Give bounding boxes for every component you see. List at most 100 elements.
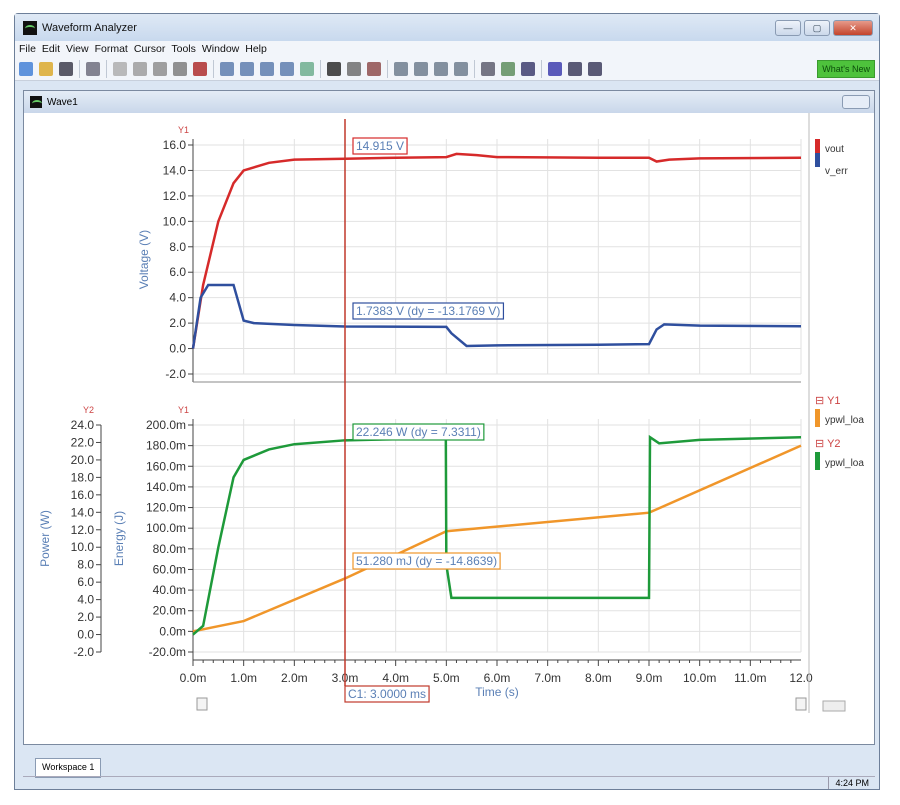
new-icon[interactable] [19,61,33,76]
cascade-icon[interactable] [548,61,562,76]
cursor-icon[interactable] [327,61,341,76]
app-icon [23,20,37,35]
chart-icon[interactable] [501,61,515,76]
menu-bar: File Edit View Format Cursor Tools Window Help [15,41,879,57]
grid-icon[interactable] [347,61,361,76]
x-tick-label: 2.0m [281,671,308,685]
fit-icon[interactable] [367,61,381,76]
zoom-in-icon[interactable] [394,61,408,76]
y-tick-label: 8.0 [169,240,186,254]
x-tick-label: 1.0m [230,671,257,685]
x-tick-label: 4.0m [382,671,409,685]
scroll-left-button[interactable] [196,697,208,711]
trace-up-icon[interactable] [260,61,274,76]
maximize-button[interactable]: ▢ [804,20,830,36]
v_err-readout: 1.7383 V (dy = -13.1769 V) [356,304,500,318]
energy-readout-box [352,552,501,570]
zoom-fit-icon[interactable] [454,61,468,76]
energy-tick-label: 160.0m [146,459,186,473]
y-tick-label: 14.0 [163,163,187,177]
energy-tick-label: 200.0m [146,418,186,432]
stop-icon[interactable] [193,61,207,76]
cursor-label: C1: 3.0000 ms [348,687,426,701]
x-tick-label: 6.0m [484,671,511,685]
measure-icon[interactable] [481,61,495,76]
power-tick-label: -2.0 [73,645,94,659]
x-tick-label: 8.0m [585,671,612,685]
marker-icon[interactable] [300,61,314,76]
paste-icon[interactable] [153,61,167,76]
toolbar-separator [79,59,80,78]
power-tick-label: 22.0 [71,435,95,449]
power-tick-label: 6.0 [77,575,94,589]
x-tick-label: 11.0m [734,671,766,685]
legend-group-y1: ⊟ Y1 [815,395,841,407]
x-tick-label: 10.0m [683,671,716,685]
y-tick-label: 6.0 [169,265,186,279]
x-tick-label: 12.0 [789,671,813,685]
remove-trace-icon[interactable] [240,61,254,76]
copy-icon[interactable] [133,61,147,76]
cut-icon[interactable] [113,61,127,76]
power-tick-label: 8.0 [77,558,94,572]
energy-tick-label: 0.0m [159,624,186,638]
save-icon[interactable] [59,61,73,76]
menu-help[interactable]: Help [245,43,267,55]
status-bar: 4:24 PM [23,776,875,790]
zoom-out-icon[interactable] [434,61,448,76]
v_err-legend-swatch [815,153,820,167]
energy-tick-label: 80.0m [153,542,186,556]
close-button[interactable]: ✕ [833,20,873,36]
energy-tick-label: 100.0m [146,521,186,535]
scroll-right-button[interactable] [795,697,807,711]
menu-edit[interactable]: Edit [41,43,61,55]
menu-view[interactable]: View [66,43,89,55]
vout-readout-box [352,137,408,155]
waveform-plot[interactable]: 16.0 14.0 12.0 10.0 8.0 6.0 4.0 2.0 0.0 -2.0 Y1 Vol… [24,113,874,744]
energy-tick-label: 120.0m [146,501,186,515]
legend-v_err: v_err [825,166,848,177]
vout-legend-swatch [815,139,820,153]
y-tick-label: 16.0 [163,138,187,152]
y-tick-label: 12.0 [163,189,187,203]
y-tick-label: 4.0 [169,291,186,305]
title-bar: Waveform Analyzer — ▢ ✕ [15,14,879,41]
legend-swatch [815,452,820,470]
vout-readout: 14.915 V [356,139,404,153]
toolbar-separator [387,59,388,78]
cursor-label-box [344,685,430,703]
bottom-plot-area [193,417,805,660]
menu-window[interactable]: Window [201,43,240,55]
v_err-trace [191,283,802,349]
tile-vertical-icon[interactable] [588,61,602,76]
trace-down-icon[interactable] [280,61,294,76]
power-tick-label: 0.0 [77,628,94,642]
menu-cursor[interactable]: Cursor [133,43,166,55]
tile-horizontal-icon[interactable] [568,61,582,76]
x-axis-label: Time (s) [475,685,519,699]
open-icon[interactable] [39,61,53,76]
wave-icon [30,96,42,108]
menu-file[interactable]: File [19,43,36,55]
power-tick-label: 12.0 [71,523,95,537]
y-tick-label: 10.0 [163,214,187,228]
add-trace-icon[interactable] [220,61,234,76]
menu-tools[interactable]: Tools [171,43,196,55]
zoom-area-icon[interactable] [414,61,428,76]
delete-icon[interactable] [173,61,187,76]
print-icon[interactable] [86,61,100,76]
y-tick-label: -2.0 [165,367,186,381]
horizontal-scrollbar[interactable] [822,700,846,712]
y-tick-label: 2.0 [169,316,186,330]
power-tick-label: 2.0 [77,610,94,624]
tab-workspace-1[interactable]: Workspace 1 [35,758,102,778]
menu-format[interactable]: Format [94,43,128,55]
layout-icon[interactable] [521,61,535,76]
status-time: 4:24 PM [828,777,875,789]
minimize-button[interactable]: — [775,20,801,36]
x-tick-label: 5.0m [433,671,460,685]
v_err-readout-box [352,302,505,320]
whats-new-button[interactable]: What's New [817,60,875,78]
power-readout: 22.246 W (dy = 7.3311) [356,425,481,439]
wave-minimize-button[interactable] [842,95,870,109]
